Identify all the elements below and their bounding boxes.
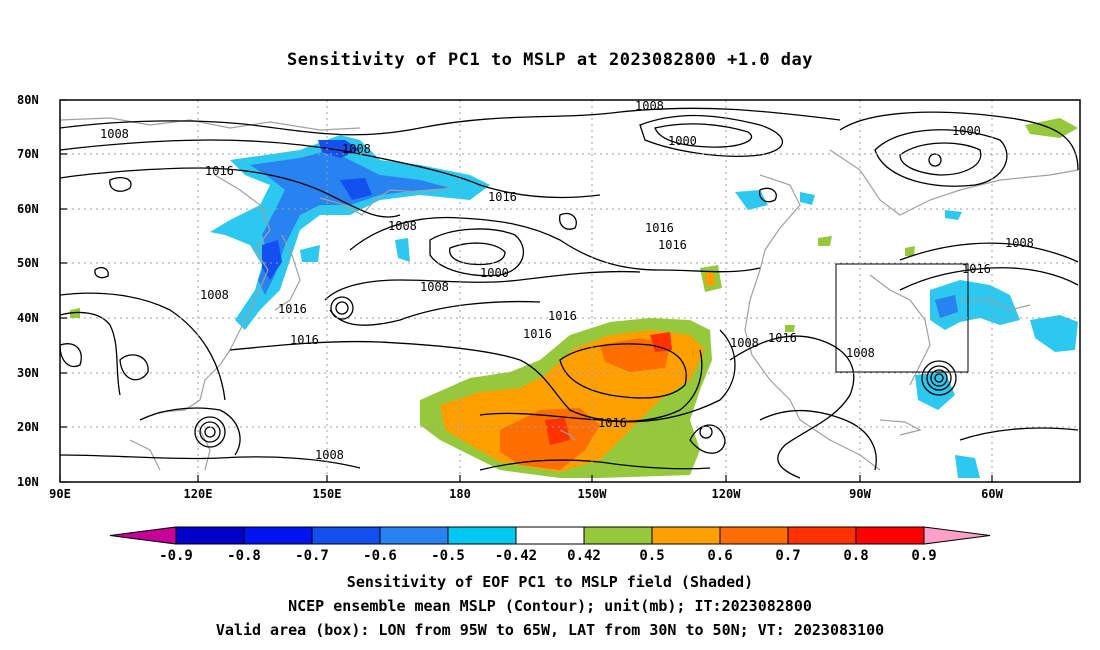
lat-label: 10N <box>17 475 39 489</box>
lat-label: 50N <box>17 256 39 270</box>
lon-label: 180 <box>449 487 471 501</box>
colorbar-label: 0.9 <box>911 548 936 564</box>
contour-label: 1008 <box>420 280 449 294</box>
colorbar-label: 0.6 <box>707 548 732 564</box>
contour-label: 1016 <box>548 309 577 323</box>
colorbar-label: 0.5 <box>639 548 664 564</box>
contour-label: 1016 <box>523 327 552 341</box>
contour-label: 1008 <box>342 142 371 156</box>
mslp-contours <box>60 107 1079 479</box>
contour-label: 1016 <box>205 164 234 178</box>
lon-label: 90E <box>49 487 71 501</box>
colorbar-swatch <box>855 526 925 545</box>
lon-label: 90W <box>849 487 871 501</box>
lat-lon-grid <box>60 100 1080 482</box>
plot-frame <box>59 99 1081 483</box>
colorbar-swatch <box>719 526 789 545</box>
colorbar-label: -0.8 <box>227 548 261 564</box>
caption-line-1: Sensitivity of EOF PC1 to MSLP field (Sh… <box>346 573 754 591</box>
lon-label: 60W <box>981 487 1003 501</box>
contour-label: 1008 <box>315 448 344 462</box>
lat-label: 30N <box>17 366 39 380</box>
colorbar-swatch <box>447 526 517 545</box>
contour-label: 1008 <box>1005 236 1034 250</box>
lon-label: 150E <box>313 487 342 501</box>
axis-ticks <box>59 99 993 483</box>
colorbar-swatch <box>243 526 313 545</box>
contour-label: 1008 <box>100 127 129 141</box>
contour-label: 1016 <box>598 416 627 430</box>
lon-label: 120W <box>712 487 742 501</box>
lon-label: 150W <box>578 487 608 501</box>
colorbar-swatch <box>311 526 381 545</box>
contour-label: 1016 <box>645 221 674 235</box>
contour-label: 1008 <box>388 219 417 233</box>
negative-sensitivity-shading <box>210 135 1078 478</box>
colorbar-label: -0.9 <box>159 548 193 564</box>
contour-label: 1016 <box>488 190 517 204</box>
colorbar-swatch <box>379 526 449 545</box>
coastlines <box>60 117 1079 471</box>
colorbar: -0.9 -0.8 -0.7 -0.6 -0.5 -0.42 0.42 0.5 0.6 0.7 0.… <box>109 526 991 564</box>
colorbar-label: 0.42 <box>567 548 601 564</box>
lon-label: 120E <box>184 487 213 501</box>
latitude-labels: 80N 70N 60N 50N 40N 30N 20N 10N <box>17 93 39 489</box>
lat-label: 70N <box>17 147 39 161</box>
lat-label: 60N <box>17 202 39 216</box>
contour-label: 1000 <box>668 134 697 148</box>
contour-label: 1016 <box>768 331 797 345</box>
map-title: Sensitivity of PC1 to MSLP at 2023082800… <box>286 50 813 70</box>
colorbar-swatch <box>175 526 245 545</box>
contour-label: 1016 <box>278 302 307 316</box>
colorbar-label: 0.8 <box>843 548 868 564</box>
contour-label: 1000 <box>480 266 509 280</box>
colorbar-label: -0.7 <box>295 548 329 564</box>
contour-label: 1008 <box>730 336 759 350</box>
colorbar-swatch <box>787 526 857 545</box>
colorbar-label: -0.42 <box>495 548 537 564</box>
lat-label: 40N <box>17 311 39 325</box>
colorbar-label: -0.5 <box>431 548 465 564</box>
longitude-labels: 90E 120E 150E 180 150W 120W 90W 60W <box>49 487 1003 501</box>
contour-labels: 1008 1000 1000 1008 1016 1008 1016 1016 … <box>100 99 1034 462</box>
colorbar-label: 0.7 <box>775 548 800 564</box>
contour-label: 1008 <box>200 288 229 302</box>
colorbar-extension-low <box>109 526 177 545</box>
colorbar-extension-high <box>923 526 991 545</box>
contour-label: 1008 <box>635 99 664 113</box>
caption-line-2: NCEP ensemble mean MSLP (Contour); unit(… <box>288 597 812 615</box>
lat-label: 80N <box>17 93 39 107</box>
contour-label: 1008 <box>846 346 875 360</box>
contour-label: 1016 <box>658 238 687 252</box>
caption-line-3: Valid area (box): LON from 95W to 65W, L… <box>215 621 885 639</box>
contour-label: 1016 <box>962 262 991 276</box>
positive-sensitivity-shading <box>70 118 1078 478</box>
colorbar-label: -0.6 <box>363 548 397 564</box>
colorbar-swatch <box>515 526 585 545</box>
colorbar-swatch <box>583 526 653 545</box>
lat-label: 20N <box>17 420 39 434</box>
colorbar-swatch <box>651 526 721 545</box>
contour-label: 1000 <box>952 124 981 138</box>
contour-label: 1016 <box>290 333 319 347</box>
